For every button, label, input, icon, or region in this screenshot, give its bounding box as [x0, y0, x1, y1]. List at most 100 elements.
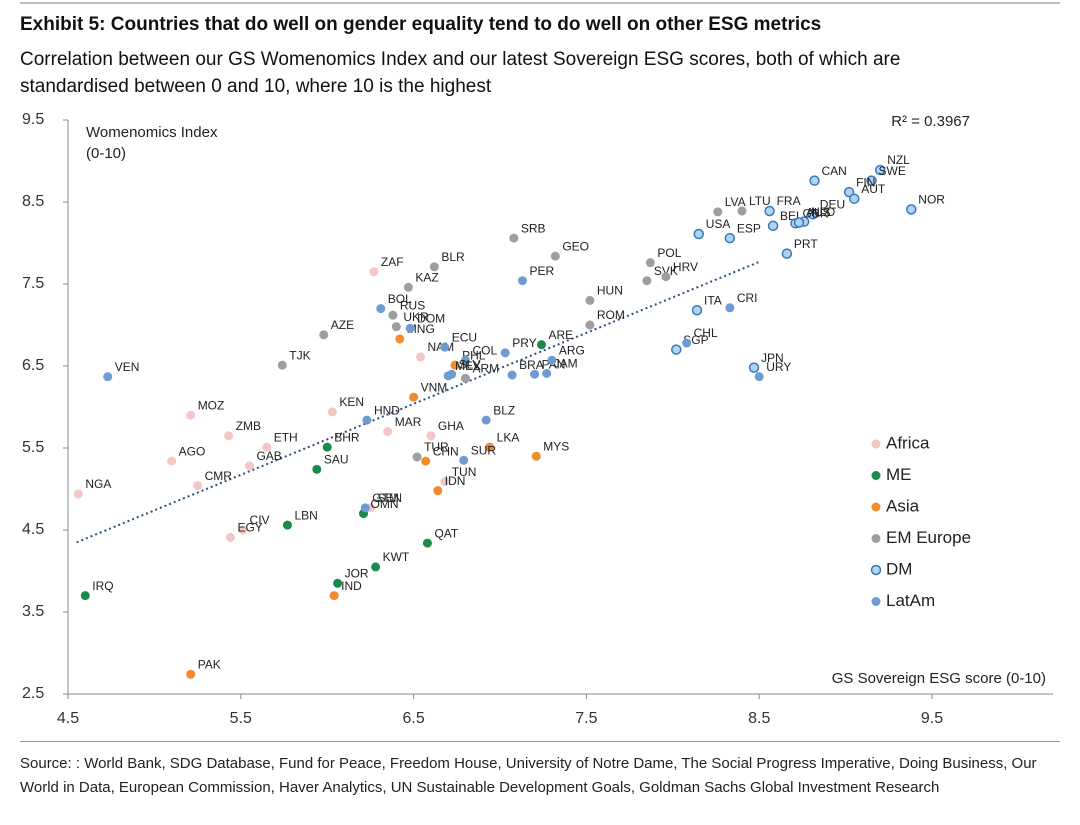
point-label: LVA	[725, 195, 746, 209]
point-label: BHR	[334, 430, 360, 444]
legend-label: LatAm	[886, 591, 935, 610]
point-label: JOR	[345, 566, 369, 580]
point	[376, 304, 386, 314]
point-label: HRV	[673, 260, 698, 274]
x-tick-label: 4.5	[57, 710, 79, 727]
legend-marker	[871, 597, 881, 606]
point	[642, 276, 652, 286]
point	[238, 525, 248, 535]
point	[244, 461, 254, 471]
point	[547, 355, 557, 365]
point	[333, 578, 343, 588]
point	[224, 431, 234, 441]
point	[329, 591, 339, 601]
point-label: SAU	[324, 452, 349, 466]
point	[319, 330, 329, 340]
point	[383, 427, 393, 437]
point-label: LKA	[497, 430, 520, 444]
point	[767, 220, 779, 232]
point-label: BLR	[441, 250, 465, 264]
point	[661, 272, 671, 282]
point-label: EGY	[237, 521, 262, 535]
point-label: ETH	[274, 430, 298, 444]
point	[416, 352, 426, 362]
point-label: SVK	[654, 264, 678, 278]
point-label: UKR	[403, 310, 429, 324]
point-label: AZE	[331, 318, 354, 332]
point	[433, 486, 443, 496]
point-label: PRT	[794, 237, 818, 251]
point	[509, 233, 519, 243]
point	[426, 431, 436, 441]
r-squared: R² = 0.3967	[891, 113, 970, 130]
point	[422, 538, 432, 548]
point-label: COL	[472, 343, 497, 357]
y-tick-label: 9.5	[22, 111, 44, 128]
point	[542, 368, 552, 378]
point-label: NLD	[811, 205, 835, 219]
point-label: CMR	[205, 469, 233, 483]
chart-subtitle: Correlation between our GS Womenomics In…	[20, 49, 901, 97]
point-label: BLZ	[493, 403, 515, 417]
point-label: KAZ	[415, 270, 438, 284]
point	[530, 369, 540, 379]
point	[282, 520, 292, 530]
point	[793, 217, 805, 228]
point-label: BRA	[519, 358, 544, 372]
point-label: KEN	[339, 395, 364, 409]
y-axis-label: Womenomics Index	[86, 124, 218, 141]
point-label: TJK	[289, 348, 310, 362]
point	[360, 503, 370, 513]
point-label: FIN	[856, 175, 875, 189]
point	[764, 205, 775, 217]
point	[693, 228, 704, 240]
point	[691, 304, 703, 316]
legend-marker	[870, 564, 882, 576]
point	[460, 373, 470, 383]
point-label: SLV	[459, 357, 481, 371]
point-label: IND	[341, 579, 362, 593]
chart: 2.5 3.5 4.5 5.5 6.5 7.5 8.5 9.5 4.5 5.5 6.5 7.5 8.5 9…	[22, 111, 1053, 727]
point-label: ARG	[559, 343, 585, 357]
point	[186, 669, 196, 679]
point-label: GTM	[372, 491, 399, 505]
legend-marker	[871, 471, 881, 480]
point	[322, 442, 332, 452]
point-label: CRI	[737, 291, 758, 305]
point-label: MYS	[543, 439, 569, 453]
point	[395, 334, 405, 344]
point	[403, 282, 413, 292]
point-label: SUR	[471, 443, 497, 457]
point	[866, 175, 877, 186]
point-label: MAR	[395, 415, 422, 429]
point	[645, 258, 655, 268]
point-label: JAM	[554, 357, 578, 371]
point	[312, 464, 322, 474]
point-label: TUN	[452, 465, 477, 479]
point	[327, 407, 337, 417]
point	[429, 262, 439, 272]
point-label: DOM	[417, 311, 445, 325]
point	[713, 207, 723, 217]
y-tick-label: 8.5	[22, 193, 44, 210]
point-label: URY	[766, 360, 791, 374]
x-tick-label: 8.5	[748, 710, 770, 727]
point	[748, 362, 760, 373]
y-tick-label: 5.5	[22, 439, 44, 456]
y-tick-label: 7.5	[22, 275, 44, 292]
point-label: ROM	[597, 308, 625, 322]
point	[754, 372, 764, 382]
point-label: HND	[374, 403, 400, 417]
point	[388, 310, 398, 320]
point	[517, 276, 527, 286]
legend-label: Africa	[886, 433, 930, 452]
point-label: RUS	[400, 298, 425, 312]
point-label: LTU	[749, 194, 771, 208]
point-label: SRB	[521, 221, 546, 235]
footer-rule	[20, 741, 1060, 742]
point	[807, 209, 819, 220]
chart-title: Exhibit 5: Countries that do well on gen…	[20, 14, 822, 35]
source-note: Source: : World Bank, SDG Database, Fund…	[20, 755, 1037, 796]
point-label: ZMB	[236, 419, 261, 433]
point-label: LBN	[294, 508, 317, 522]
